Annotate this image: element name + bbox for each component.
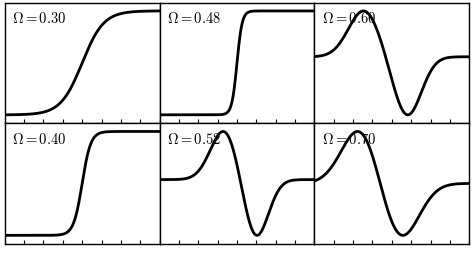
- Text: $\Omega = 0.70$: $\Omega = 0.70$: [322, 132, 376, 146]
- Text: $\Omega = 0.52$: $\Omega = 0.52$: [167, 132, 221, 146]
- Text: $\Omega = 0.30$: $\Omega = 0.30$: [12, 11, 67, 26]
- Text: $\Omega = 0.40$: $\Omega = 0.40$: [12, 132, 67, 146]
- Text: $\Omega = 0.60$: $\Omega = 0.60$: [322, 11, 376, 26]
- Text: $\Omega = 0.48$: $\Omega = 0.48$: [167, 11, 221, 26]
